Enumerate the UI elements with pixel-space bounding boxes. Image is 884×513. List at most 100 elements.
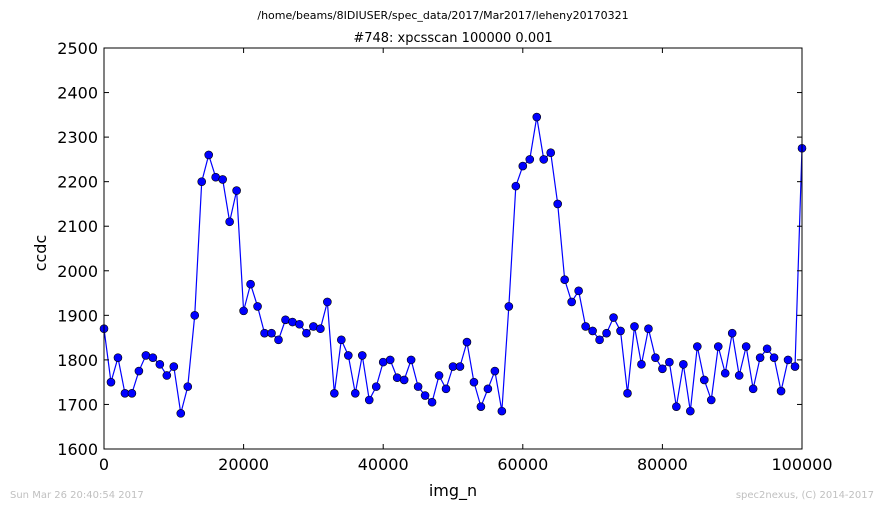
data-point xyxy=(713,342,723,351)
data-point xyxy=(539,155,549,164)
data-point xyxy=(427,397,437,407)
data-point xyxy=(532,112,542,122)
data-point xyxy=(692,342,702,351)
x-tick-label: 0 xyxy=(99,455,109,474)
data-point xyxy=(476,402,486,411)
data-point xyxy=(658,364,667,374)
data-point xyxy=(441,384,451,394)
x-tick-label: 40000 xyxy=(358,455,409,474)
data-point xyxy=(274,335,283,345)
data-point xyxy=(790,362,800,371)
data-point xyxy=(637,360,646,369)
data-point xyxy=(169,362,179,371)
data-point xyxy=(595,335,604,345)
data-point xyxy=(546,148,556,158)
x-axis-label: img_n xyxy=(429,481,477,501)
data-point xyxy=(574,286,583,296)
data-point xyxy=(783,355,793,365)
data-point xyxy=(343,351,353,360)
data-point xyxy=(720,368,730,378)
data-point xyxy=(588,326,597,336)
footer-credit: spec2nexus, (C) 2014-2017 xyxy=(736,490,874,501)
data-point xyxy=(162,371,172,380)
data-point xyxy=(553,199,563,209)
data-point xyxy=(399,375,409,385)
y-tick-label: 2000 xyxy=(57,262,98,281)
data-point xyxy=(776,386,786,396)
data-point xyxy=(406,355,416,365)
data-point xyxy=(706,395,716,405)
data-point xyxy=(497,406,507,416)
data-point xyxy=(727,328,737,338)
data-point xyxy=(350,389,360,398)
data-point xyxy=(239,306,248,316)
data-point xyxy=(490,366,500,376)
data-point xyxy=(232,186,241,195)
data-point xyxy=(455,362,465,371)
data-point xyxy=(420,391,430,400)
y-tick-label: 2400 xyxy=(57,84,98,103)
y-tick-label: 1600 xyxy=(57,440,98,459)
y-tick-label: 2500 xyxy=(57,39,98,58)
data-point xyxy=(699,375,709,385)
data-point xyxy=(525,155,535,164)
x-tick-label: 20000 xyxy=(218,455,269,474)
data-point xyxy=(567,297,576,307)
data-point xyxy=(134,366,144,376)
header-path: /home/beams/8IDIUSER/spec_data/2017/Mar2… xyxy=(257,9,628,22)
data-point xyxy=(316,324,325,334)
data-point xyxy=(204,150,213,160)
data-point xyxy=(483,384,493,394)
plot-frame xyxy=(103,47,803,450)
data-point xyxy=(302,328,311,338)
y-tick-label: 1700 xyxy=(57,395,98,414)
x-tick-label: 100000 xyxy=(771,455,832,474)
data-point xyxy=(651,353,660,362)
axis-ticks: 0 20000 40000 60000 80000 100000 1600 1700 1800 1… xyxy=(57,39,832,474)
data-point xyxy=(413,382,423,391)
y-axis-label: ccdc xyxy=(31,235,50,272)
data-point xyxy=(337,335,346,345)
data-point xyxy=(295,319,304,329)
data-point xyxy=(469,377,479,387)
data-point xyxy=(364,395,374,405)
data-point xyxy=(644,324,653,334)
data-point xyxy=(434,371,444,380)
y-tick-label: 1800 xyxy=(57,351,98,370)
data-point xyxy=(665,357,674,367)
x-tick-label: 80000 xyxy=(637,455,688,474)
data-point xyxy=(504,302,514,311)
data-point xyxy=(581,322,590,331)
x-tick-label: 60000 xyxy=(497,455,548,474)
y-tick-label: 2300 xyxy=(57,128,98,147)
y-tick-label: 2200 xyxy=(57,173,98,192)
data-point xyxy=(609,313,618,322)
data-point xyxy=(113,353,123,362)
data-point xyxy=(672,402,681,411)
data-point xyxy=(371,382,381,391)
plot-series xyxy=(99,112,807,418)
data-point xyxy=(741,342,751,351)
data-point xyxy=(155,360,165,369)
data-point xyxy=(462,337,472,347)
data-point xyxy=(602,328,611,338)
data-point xyxy=(190,311,200,320)
data-point xyxy=(686,406,695,416)
y-tick-label: 1900 xyxy=(57,306,98,325)
data-point xyxy=(616,326,625,336)
y-tick-label: 2100 xyxy=(57,217,98,236)
data-point xyxy=(246,279,255,289)
data-point xyxy=(183,382,193,391)
data-point xyxy=(176,409,186,418)
data-point xyxy=(357,351,367,360)
data-point xyxy=(218,175,227,184)
data-point xyxy=(769,353,779,362)
data-point xyxy=(734,371,744,380)
data-point xyxy=(748,384,758,394)
data-point xyxy=(323,297,332,307)
data-point xyxy=(755,353,765,362)
data-point xyxy=(679,360,688,369)
footer-timestamp: Sun Mar 26 20:40:54 2017 xyxy=(10,490,144,501)
